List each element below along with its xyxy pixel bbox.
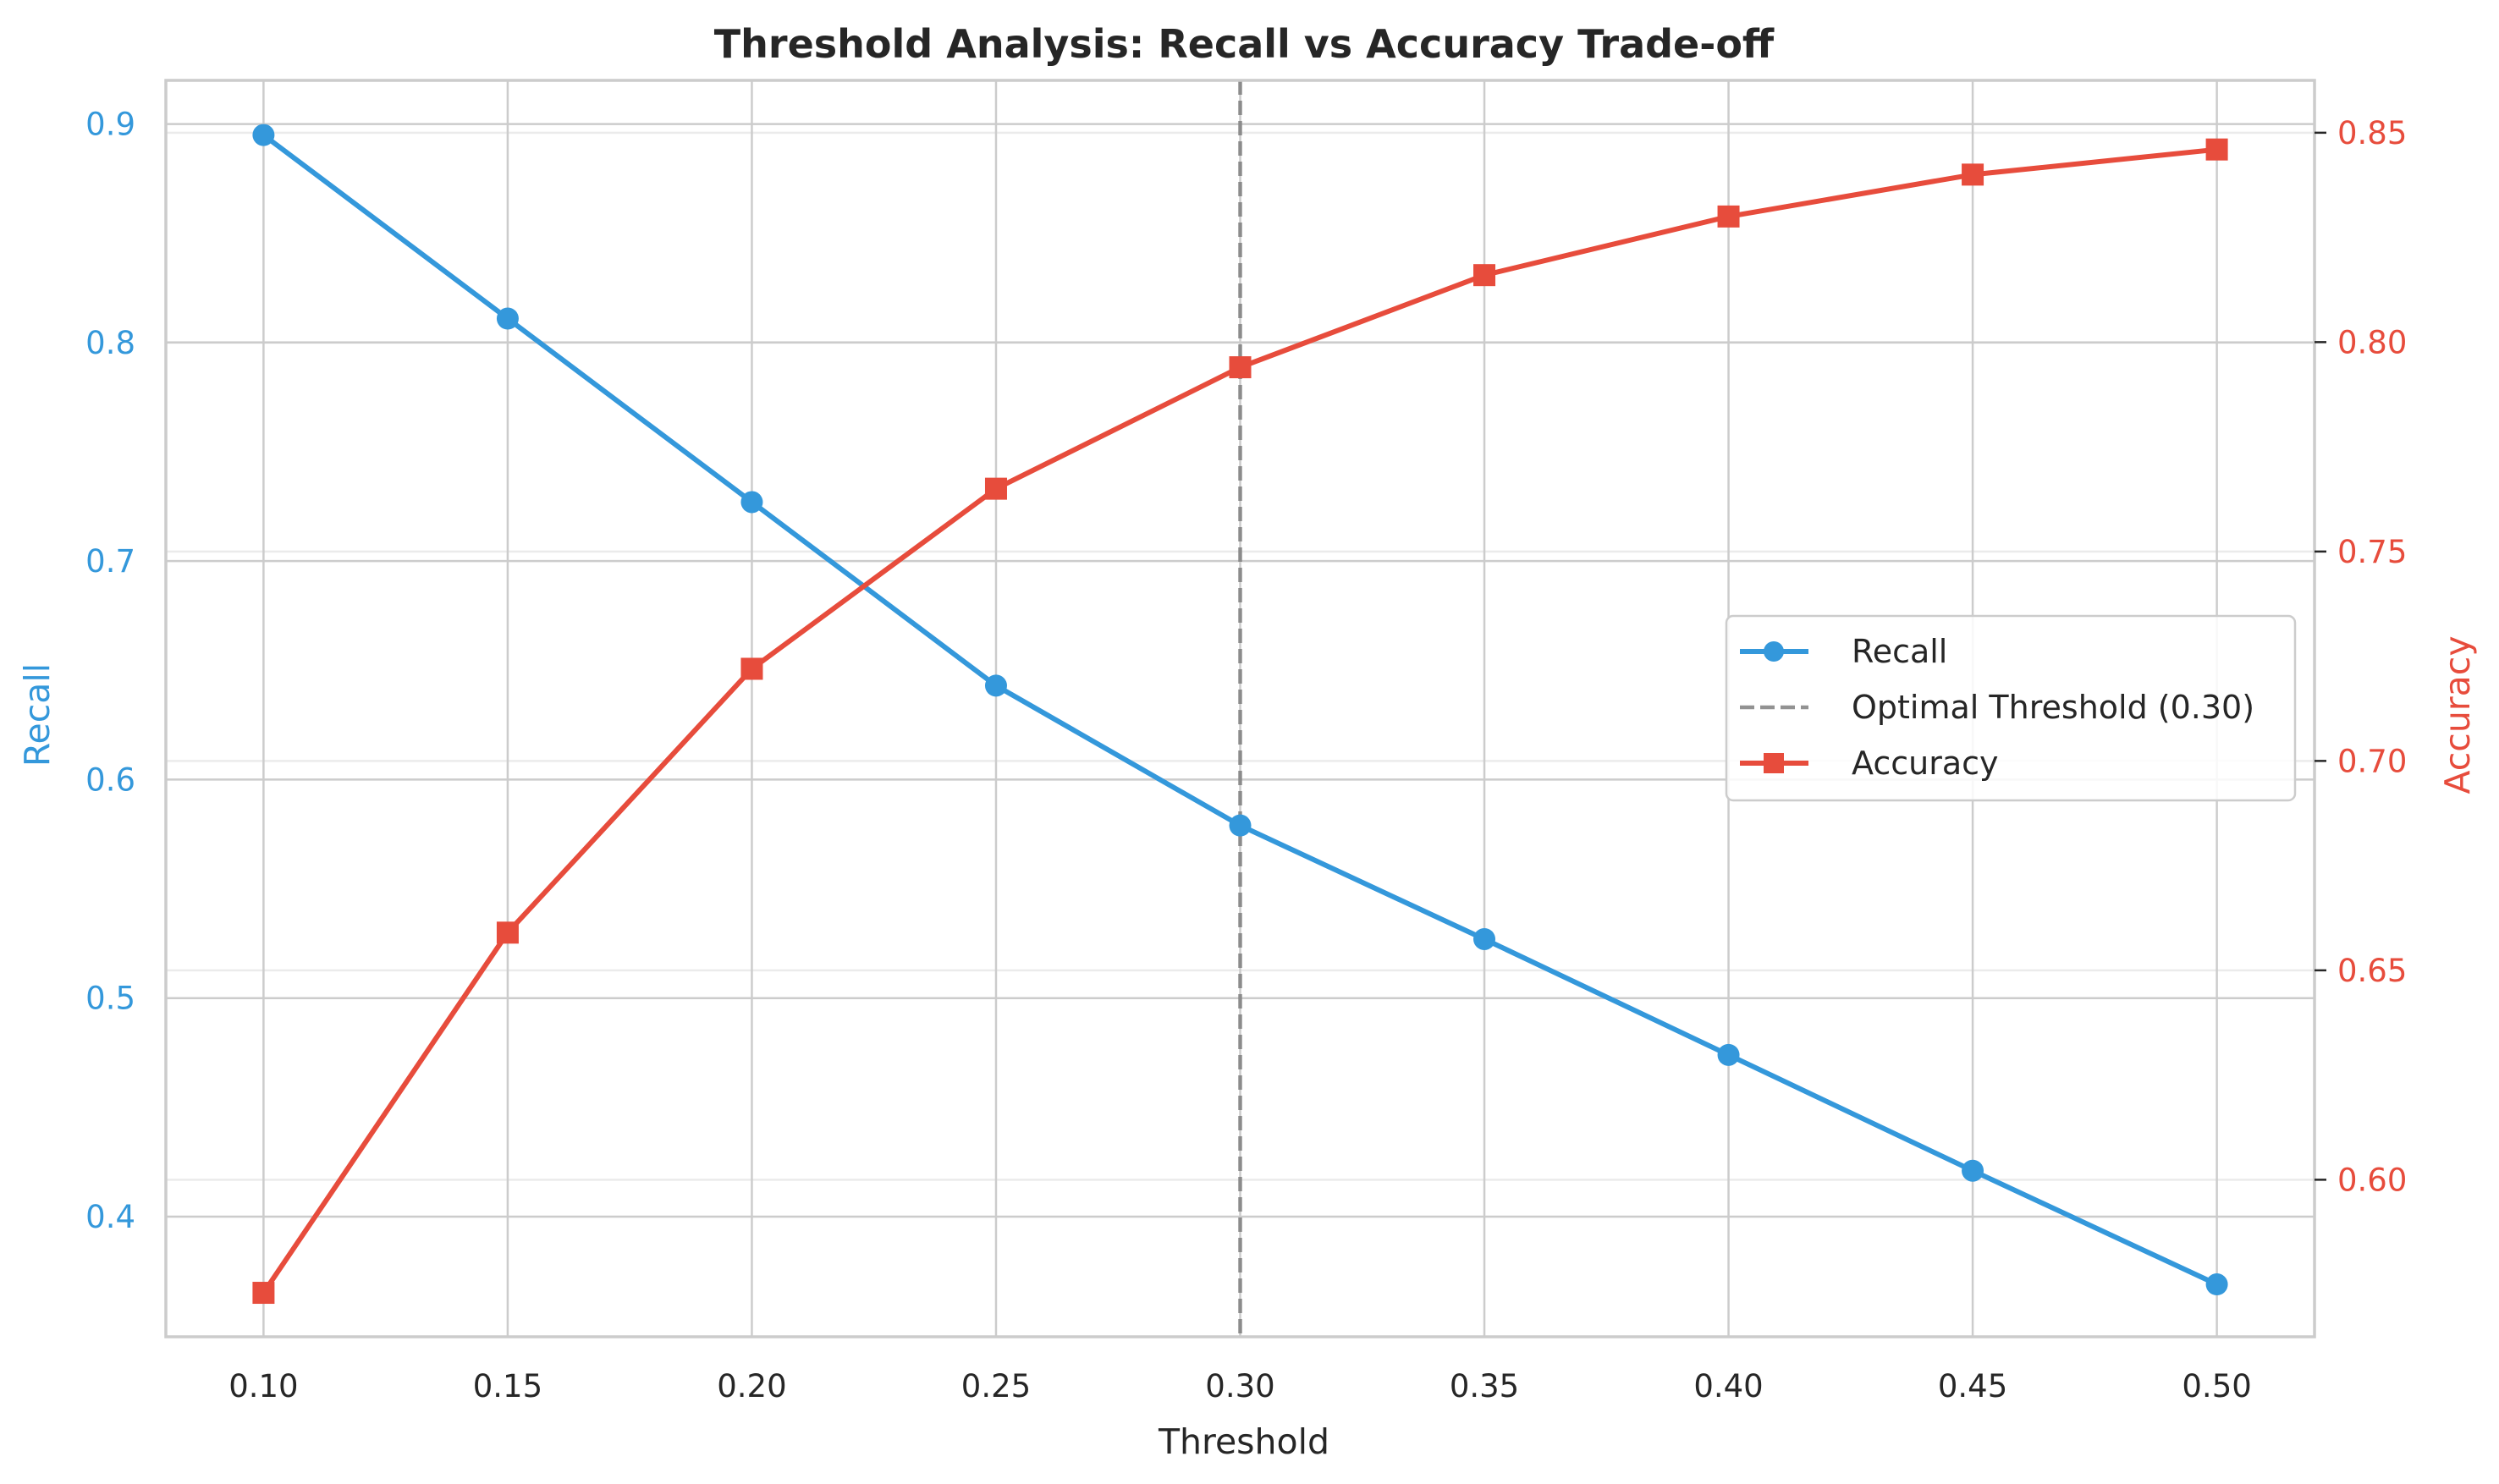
x-tick-label: 0.40 — [1693, 1368, 1763, 1404]
right-y-tick-label: 0.85 — [2337, 115, 2407, 151]
x-tick-label: 0.25 — [961, 1368, 1031, 1404]
x-tick-label: 0.10 — [228, 1368, 298, 1404]
recall-point — [1717, 1043, 1740, 1066]
legend-box — [1725, 614, 2297, 802]
legend-label: Accuracy — [1852, 745, 1999, 782]
left-y-axis-ticks: 0.4 0.5 0.6 0.7 0.8 0.9 — [85, 107, 135, 1235]
left-y-tick-label: 0.6 — [85, 761, 135, 798]
right-y-tick-label: 0.75 — [2337, 534, 2407, 570]
right-y-tick-label: 0.60 — [2337, 1162, 2407, 1198]
left-y-axis-label: Recall — [17, 663, 58, 767]
recall-point — [496, 307, 519, 330]
left-y-tick-label: 0.9 — [85, 107, 135, 143]
recall-point — [740, 491, 763, 514]
accuracy-point — [1473, 264, 1496, 287]
accuracy-point — [2205, 138, 2228, 161]
recall-point — [2205, 1273, 2228, 1296]
legend: Recall Optimal Threshold (0.30) Accuracy — [1725, 614, 2297, 802]
right-y-tick-label: 0.80 — [2337, 324, 2407, 360]
series-accuracy — [252, 138, 2228, 1305]
accuracy-point — [984, 477, 1007, 500]
legend-marker — [1764, 641, 1784, 662]
left-y-tick-label: 0.7 — [85, 543, 135, 580]
legend-entry: Optimal Threshold (0.30) — [1740, 689, 2254, 726]
plot-frame — [164, 79, 2316, 1338]
legend-entry: Accuracy — [1740, 745, 1999, 782]
left-y-tick-label: 0.4 — [85, 1199, 135, 1235]
x-axis-ticks: 0.10 0.15 0.20 0.25 0.30 0.35 0.40 0.45 0.50 — [228, 1368, 2252, 1404]
recall-point — [1473, 927, 1496, 950]
right-y-axis-ticks: 0.60 0.65 0.70 0.75 0.80 0.85 — [2315, 115, 2407, 1198]
left-y-tick-label: 0.5 — [85, 981, 135, 1017]
accuracy-point — [252, 1282, 275, 1305]
plot-border — [164, 79, 2316, 1338]
x-tick-label: 0.35 — [1450, 1368, 1519, 1404]
chart-title: Threshold Analysis: Recall vs Accuracy T… — [714, 21, 1775, 67]
x-axis-label: Threshold — [1158, 1421, 1329, 1462]
legend-label: Optimal Threshold (0.30) — [1852, 689, 2254, 726]
x-tick-label: 0.45 — [1938, 1368, 2007, 1404]
x-tick-label: 0.15 — [473, 1368, 542, 1404]
accuracy-point — [1717, 205, 1740, 228]
accuracy-point — [1229, 356, 1252, 379]
x-tick-label: 0.30 — [1205, 1368, 1274, 1404]
right-y-axis-label: Accuracy — [2437, 635, 2478, 794]
accuracy-point — [740, 657, 763, 680]
x-tick-label: 0.20 — [717, 1368, 786, 1404]
recall-point — [984, 674, 1007, 697]
right-y-tick-label: 0.65 — [2337, 953, 2407, 989]
recall-point — [1962, 1159, 1984, 1182]
recall-point — [1229, 814, 1252, 837]
legend-marker — [1764, 753, 1784, 773]
series-recall — [252, 124, 2228, 1296]
legend-entry: Recall — [1740, 633, 1947, 670]
accuracy-point — [496, 921, 519, 944]
accuracy-point — [1962, 163, 1984, 186]
left-y-tick-label: 0.8 — [85, 325, 135, 361]
right-y-tick-label: 0.70 — [2337, 743, 2407, 779]
recall-point — [252, 124, 275, 146]
x-tick-label: 0.50 — [2182, 1368, 2251, 1404]
series-layer — [252, 124, 2228, 1305]
legend-label: Recall — [1852, 633, 1947, 670]
